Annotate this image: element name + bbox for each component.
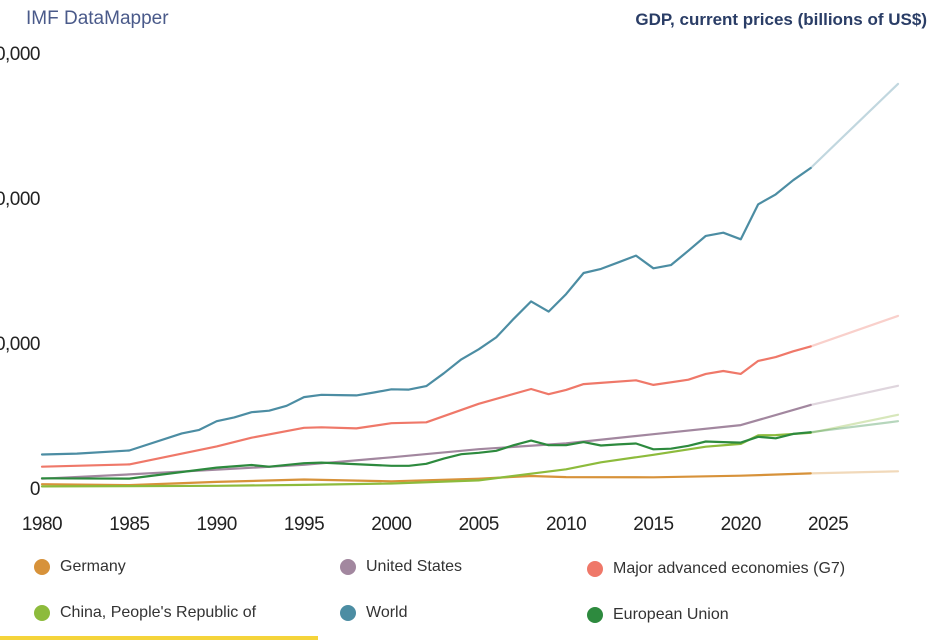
legend-item-european-union[interactable]: European Union xyxy=(587,606,729,624)
legend-label: Major advanced economies (G7) xyxy=(613,560,846,577)
legend-swatch xyxy=(587,561,603,577)
x-tick-label: 2010 xyxy=(546,514,586,535)
legend-item-germany[interactable]: Germany xyxy=(34,558,126,576)
series-line-world[interactable] xyxy=(40,166,812,456)
x-tick-label: 2020 xyxy=(721,514,761,535)
series-line-germany[interactable] xyxy=(40,472,812,487)
legend-label: United States xyxy=(366,558,463,575)
x-tick-label: 1985 xyxy=(109,514,149,535)
series-forecast-european-union[interactable] xyxy=(809,420,900,434)
series-forecast-germany[interactable] xyxy=(809,470,900,475)
x-tick-label: 2015 xyxy=(633,514,673,535)
series-lines xyxy=(40,82,900,488)
x-tick-label: 2025 xyxy=(808,514,848,535)
legend-label: European Union xyxy=(613,606,729,623)
y-tick-label: 100,000 xyxy=(0,189,40,210)
legend-swatch xyxy=(340,605,356,621)
legend-item-united-states[interactable]: United States xyxy=(340,558,462,576)
x-tick-label: 1995 xyxy=(284,514,324,535)
series-forecast-china[interactable] xyxy=(809,413,900,434)
series-forecast-g7[interactable] xyxy=(809,314,900,348)
x-tick-label: 1990 xyxy=(197,514,237,535)
series-forecast-world[interactable] xyxy=(809,82,900,170)
legend-swatch xyxy=(587,607,603,623)
legend-label: World xyxy=(366,604,408,621)
legend-label: China, People's Republic of xyxy=(60,604,257,621)
series-line-g7[interactable] xyxy=(40,345,812,468)
legend-item-world[interactable]: World xyxy=(340,604,408,622)
legend-swatch xyxy=(340,559,356,575)
chart-plot-area: 0 50,000 100,000 150,000 1980 1985 1990 1995 20… xyxy=(0,44,900,535)
legend-swatch xyxy=(34,559,50,575)
y-tick-label: 150,000 xyxy=(0,44,40,65)
y-tick-label: 0 xyxy=(30,479,40,500)
x-axis: 1980 1985 1990 1995 2000 2005 2010 2015 2020 2025 xyxy=(22,514,849,535)
x-tick-label: 1980 xyxy=(22,514,62,535)
y-tick-label: 50,000 xyxy=(0,334,40,355)
series-line-european-union[interactable] xyxy=(40,431,812,480)
series-forecast-united-states[interactable] xyxy=(809,384,900,406)
legend-item-china[interactable]: China, People's Republic of xyxy=(34,604,256,622)
legend-label: Germany xyxy=(60,558,126,575)
brand-title: IMF DataMapper xyxy=(26,8,169,29)
bottom-strip xyxy=(0,636,318,640)
legend-swatch xyxy=(34,605,50,621)
legend: Germany United States Major advanced econo… xyxy=(0,548,941,638)
x-tick-label: 2000 xyxy=(371,514,411,535)
chart-title: GDP, current prices (billions of US$) xyxy=(635,10,927,29)
y-axis: 0 50,000 100,000 150,000 xyxy=(0,44,41,500)
x-tick-label: 2005 xyxy=(459,514,499,535)
legend-item-g7[interactable]: Major advanced economies (G7) xyxy=(587,560,845,578)
